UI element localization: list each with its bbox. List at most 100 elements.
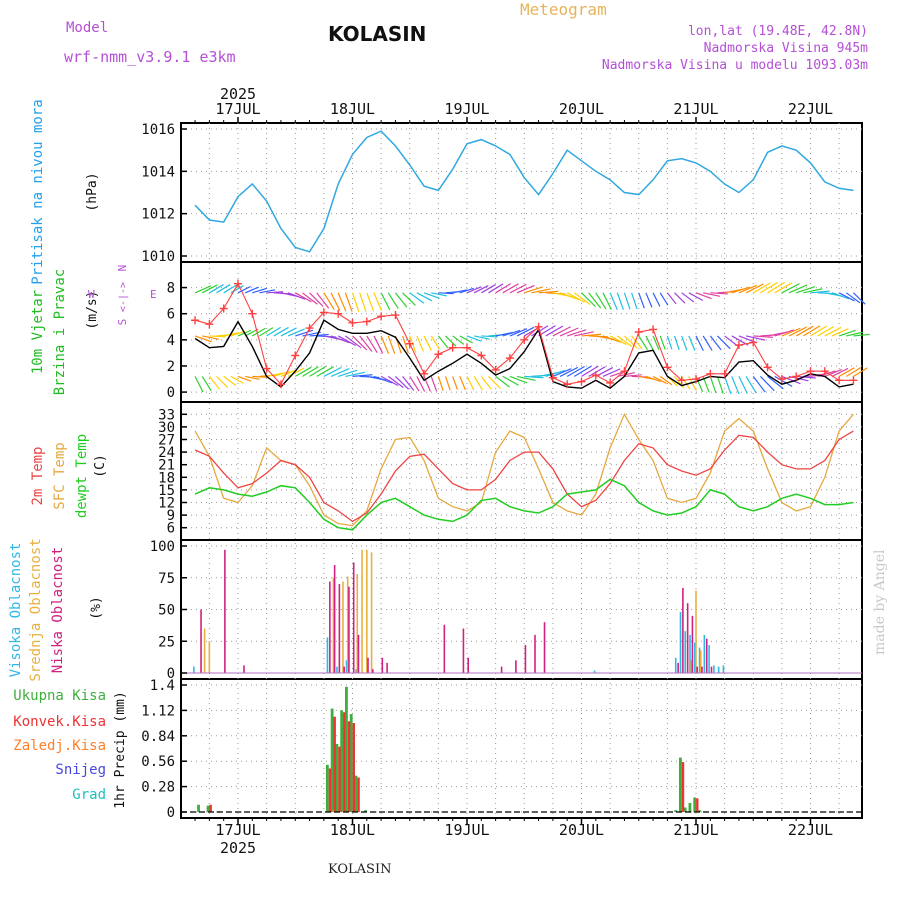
day-label-top: 22JUL	[788, 100, 833, 118]
wind-arrow	[774, 329, 794, 337]
wind-arrow	[330, 368, 350, 377]
wind-arrow	[259, 327, 274, 337]
wind-arrow	[731, 286, 750, 294]
wind-gust-marker	[763, 363, 772, 372]
wind-arrow	[216, 284, 231, 294]
wind-arrow	[387, 335, 396, 354]
wind-arrow	[788, 284, 808, 294]
wind-gust-marker	[377, 312, 386, 321]
ytick-label: 0	[167, 805, 175, 821]
wind-arrow	[452, 335, 465, 345]
wind-arrow	[559, 366, 579, 377]
wind-arrow	[552, 368, 572, 377]
wind-arrow	[380, 375, 399, 386]
wind-arrow	[652, 375, 667, 384]
wind-arrow	[516, 375, 536, 382]
precip-legend-4: Grad	[72, 787, 106, 803]
wind-arrow	[351, 292, 360, 312]
wind-arrow	[445, 335, 457, 347]
wind-arrow	[623, 292, 631, 310]
wind-arrow	[237, 375, 252, 382]
wind-arrow	[337, 335, 356, 347]
label-wind-2: Brzina i Pravac	[52, 269, 68, 395]
label-temp-dew: dewpt Temp	[74, 434, 90, 518]
wind-arrow	[752, 376, 766, 393]
wind-arrow	[638, 335, 649, 351]
meteogram-label: Meteogram	[520, 0, 607, 19]
precip-legend-3: Snijeg	[55, 762, 106, 778]
wind-arrow	[402, 292, 416, 306]
wind-arrow	[688, 292, 704, 302]
ytick-label: 9	[167, 508, 175, 524]
pressure-line	[194, 130, 854, 253]
label-pressure: Pritisak na nivou mora	[30, 99, 46, 284]
year-label-bottom: 2025	[220, 839, 256, 857]
ytick-label: 0.28	[141, 780, 175, 796]
wind-arrow	[474, 335, 490, 340]
wind-gust-marker	[205, 320, 214, 329]
wind-arrow	[287, 367, 305, 377]
label-temp-sfc: SFC Temp	[52, 442, 68, 509]
wind-arrow	[645, 335, 654, 351]
day-label-top: 17JUL	[215, 100, 260, 118]
wind-arrow	[710, 292, 728, 295]
wind-arrow	[681, 292, 695, 303]
precip-bar	[338, 746, 341, 812]
wind-gust-marker	[634, 328, 643, 336]
wind-arrow	[774, 375, 793, 387]
wind-arrow	[545, 369, 565, 377]
wind-arrow	[709, 335, 722, 351]
precip-bar	[206, 805, 210, 812]
wind-arrow	[516, 284, 535, 294]
wind-arrow	[209, 284, 224, 294]
wind-gust-marker	[606, 378, 615, 387]
wind-arrow	[366, 292, 375, 312]
wind-arrow	[688, 335, 696, 351]
day-label-top: 21JUL	[673, 100, 718, 118]
wind-arrow	[495, 283, 511, 294]
wind-arrow	[201, 376, 212, 392]
wind-arrow	[645, 292, 653, 308]
precip-bar	[330, 708, 334, 812]
ytick-label: 4	[167, 333, 175, 349]
wind-arrow	[531, 288, 551, 294]
wind-gust-marker	[391, 311, 400, 320]
precip-legend-1: Konvek.Kisa	[13, 714, 106, 730]
wind-arrow	[781, 283, 800, 294]
day-label-bottom: 19JUL	[444, 821, 489, 839]
wind-arrow	[810, 325, 828, 337]
wind-gust-marker	[749, 338, 758, 347]
label-cloud-unit: (%)	[89, 596, 104, 619]
compass-w: W	[88, 288, 95, 301]
wind-arrow	[688, 376, 697, 391]
ytick-label: 0	[167, 666, 175, 682]
label-pressure-unit: (hPa)	[85, 172, 100, 211]
wind-arrow	[509, 283, 527, 294]
compass-n: N	[116, 265, 129, 272]
wind-gust-marker	[548, 373, 557, 382]
label-cloud-mid: Srednja Oblacnost	[28, 538, 44, 681]
wind-arrow	[466, 286, 482, 294]
precip-bar	[364, 810, 367, 812]
wind-arrow	[624, 374, 642, 378]
wind-arrow	[459, 335, 474, 344]
wind-arrow	[409, 292, 425, 304]
label-cloud-high: Visoka Oblacnost	[8, 543, 24, 678]
wind-arrow	[645, 375, 662, 383]
wind-gust-marker	[849, 376, 858, 385]
wind-arrow	[803, 325, 821, 337]
ytick-label: 0.84	[141, 729, 175, 745]
wind-arrow	[359, 335, 373, 352]
wind-arrow	[509, 375, 528, 384]
wind-arrow	[259, 289, 276, 294]
precip-bar	[197, 804, 200, 812]
wind-arrow	[338, 369, 358, 377]
wind-arrow	[795, 286, 816, 294]
wind-gust-marker	[534, 322, 543, 331]
wind-arrow	[752, 282, 771, 294]
wind-arrow	[488, 283, 504, 294]
wind-gust-marker	[434, 350, 443, 359]
ytick-label: 0.56	[141, 754, 175, 770]
day-label-bottom: 20JUL	[559, 821, 604, 839]
wind-arrow	[716, 376, 724, 394]
